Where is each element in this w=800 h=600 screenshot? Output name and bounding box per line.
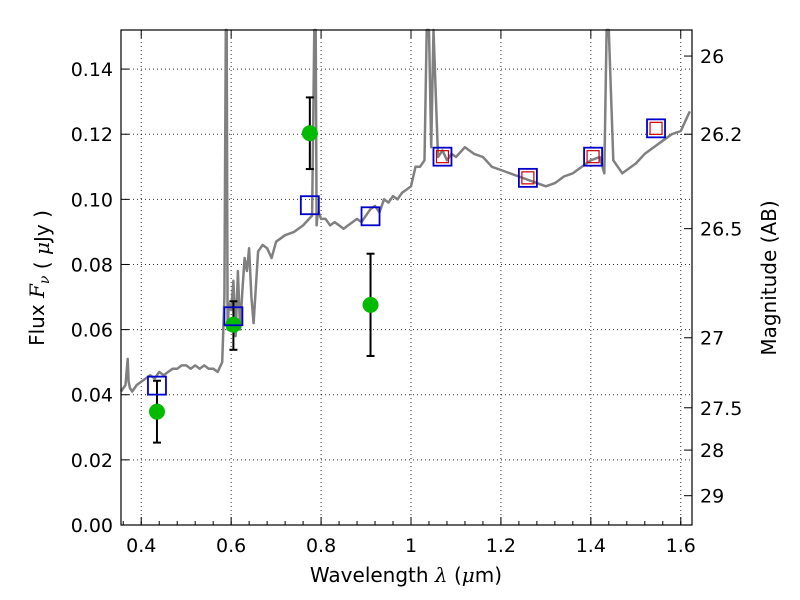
y2-tick-label: 29: [700, 486, 724, 508]
y-axis-label: Flux Fν ( μJy ): [25, 210, 54, 346]
x-axis-label: Wavelength λ (μm): [310, 563, 502, 587]
model-photometry-square: [360, 206, 381, 227]
model-photometry-square: [583, 146, 603, 167]
y-tick-label: 0.04: [71, 385, 113, 407]
observed-point: [362, 296, 379, 313]
x-tick-label: 1.6: [666, 535, 696, 557]
observed-point: [301, 125, 318, 142]
y2-axis-ticks: 26 26.2 26.5 27 27.5 28 29: [684, 46, 742, 508]
y2-tick-label: 26.2: [700, 124, 742, 146]
model-photometry-squares: [147, 118, 666, 396]
y-tick-label: 0.10: [71, 189, 113, 211]
x-tick-label: 1.4: [576, 535, 606, 557]
y-tick-label: 0.12: [71, 124, 113, 146]
model-photometry-square: [147, 375, 167, 396]
y-tick-label: 0.08: [71, 254, 113, 276]
x-tick-label: 0.8: [306, 535, 336, 557]
x-tick-label: 1.2: [486, 535, 516, 557]
observed-point: [148, 403, 165, 420]
x-tick-label: 1: [405, 535, 417, 557]
y-tick-label: 0.02: [71, 450, 113, 472]
model-photometry-square: [517, 167, 538, 188]
x-tick-label: 0.6: [216, 535, 246, 557]
model-photometry-inner-square: [586, 150, 600, 164]
plot-background: [121, 30, 692, 525]
y2-tick-label: 26.5: [700, 219, 742, 241]
model-photometry-inner-square: [435, 150, 450, 164]
model-photometry-square: [299, 195, 320, 216]
y2-tick-label: 27.5: [700, 398, 742, 420]
x-tick-label: 0.4: [126, 535, 156, 557]
y2-tick-label: 26: [700, 46, 724, 68]
plot-frame: [120, 29, 693, 526]
y2-tick-label: 28: [700, 440, 724, 462]
y-axis-ticks: 0.00 0.02 0.04 0.06 0.08 0.10 0.12 0.14: [71, 59, 129, 537]
model-photometry-inner-square: [521, 171, 535, 185]
y-tick-label: 0.06: [71, 320, 113, 342]
model-photometry-square: [432, 146, 453, 167]
y2-tick-label: 27: [700, 328, 724, 350]
grid: [121, 30, 692, 526]
y-tick-label: 0.14: [71, 59, 113, 81]
model-photometry-square: [223, 306, 244, 327]
model-photometry-square: [646, 118, 666, 139]
x-axis-ticks: 0.4 0.6 0.8 1 1.2 1.4 1.6: [122, 30, 696, 557]
model-photometry-inner-square: [649, 121, 663, 135]
y-tick-label: 0.00: [71, 515, 113, 537]
y2-axis-label: Magnitude (AB): [757, 200, 781, 355]
